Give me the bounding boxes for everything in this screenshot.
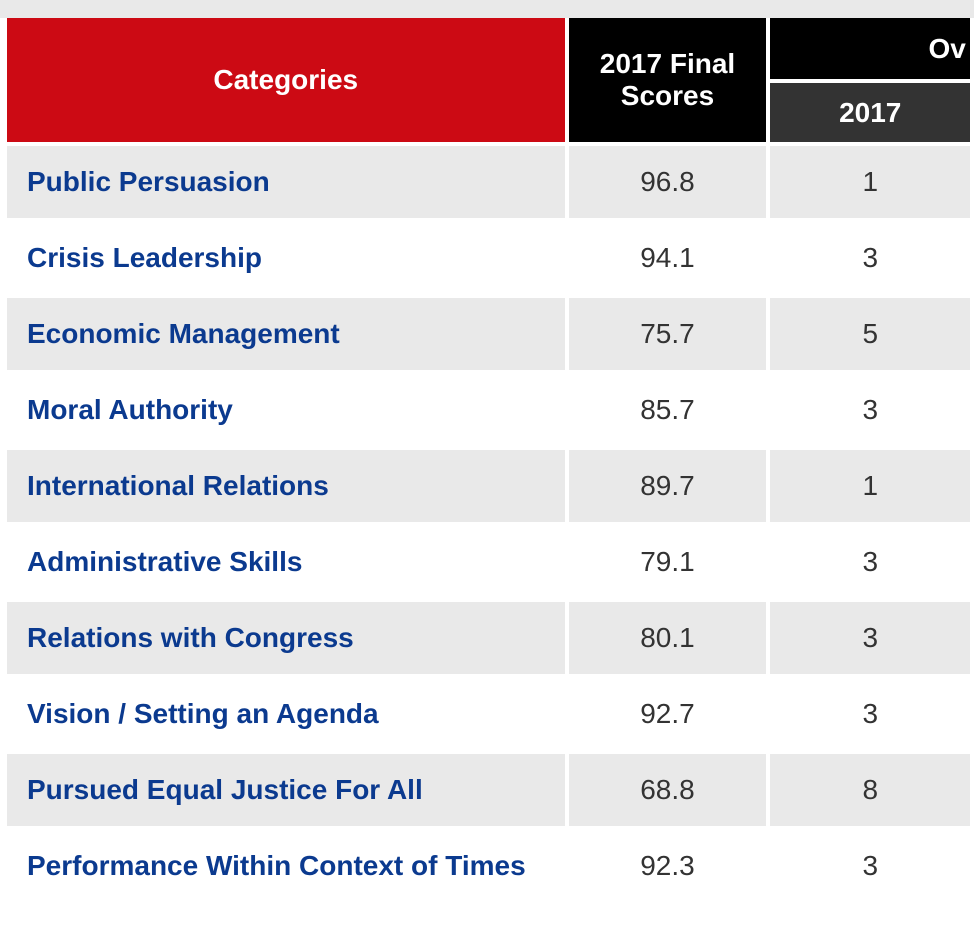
table-row: Administrative Skills 79.1 3 (7, 526, 970, 598)
table-row: Moral Authority 85.7 3 (7, 374, 970, 446)
final-scores-header-line2: Scores (620, 80, 715, 111)
score-cell: 85.7 (568, 374, 767, 446)
rank-cell: 3 (770, 526, 970, 598)
rank-cell: 1 (770, 450, 970, 522)
table-header: Categories 2017 Final Scores Ov 2017 (7, 18, 970, 142)
table-row: International Relations 89.7 1 (7, 450, 970, 522)
category-cell: Public Persuasion (7, 146, 565, 218)
rank-cell: 3 (770, 830, 970, 902)
category-cell: Crisis Leadership (7, 222, 565, 294)
rank-cell: 3 (770, 602, 970, 674)
category-cell: Pursued Equal Justice For All (7, 754, 565, 826)
table-row: Performance Within Context of Times 92.3 3 (7, 830, 970, 902)
table-row: Relations with Congress 80.1 3 (7, 602, 970, 674)
table-row: Crisis Leadership 94.1 3 (7, 222, 970, 294)
category-cell: Vision / Setting an Agenda (7, 678, 565, 750)
score-cell: 80.1 (568, 602, 767, 674)
score-cell: 68.8 (568, 754, 767, 826)
category-cell: Administrative Skills (7, 526, 565, 598)
categories-header: Categories (7, 18, 565, 142)
rank-cell: 5 (770, 298, 970, 370)
table-row: Vision / Setting an Agenda 92.7 3 (7, 678, 970, 750)
score-cell: 89.7 (568, 450, 767, 522)
rank-cell: 3 (770, 222, 970, 294)
scores-table-container: Categories 2017 Final Scores Ov 2017 Pub… (0, 18, 974, 906)
category-cell: International Relations (7, 450, 565, 522)
score-cell: 96.8 (568, 146, 767, 218)
rank-cell: 3 (770, 374, 970, 446)
category-cell: Economic Management (7, 298, 565, 370)
overall-rank-header: Ov (770, 18, 970, 80)
scores-table: Categories 2017 Final Scores Ov 2017 Pub… (3, 18, 974, 906)
rank-cell: 3 (770, 678, 970, 750)
score-cell: 92.7 (568, 678, 767, 750)
table-row: Pursued Equal Justice For All 68.8 8 (7, 754, 970, 826)
final-scores-header-line1: 2017 Final (599, 48, 736, 79)
rank-cell: 1 (770, 146, 970, 218)
table-body: Public Persuasion 96.8 1 Crisis Leadership 9… (7, 146, 970, 902)
top-strip (0, 0, 974, 18)
category-cell: Relations with Congress (7, 602, 565, 674)
category-cell: Performance Within Context of Times (7, 830, 565, 902)
table-row: Public Persuasion 96.8 1 (7, 146, 970, 218)
score-cell: 75.7 (568, 298, 767, 370)
score-cell: 79.1 (568, 526, 767, 598)
category-cell: Moral Authority (7, 374, 565, 446)
year-header: 2017 (770, 83, 970, 142)
table-row: Economic Management 75.7 5 (7, 298, 970, 370)
final-scores-header: 2017 Final Scores (568, 18, 767, 142)
score-cell: 94.1 (568, 222, 767, 294)
rank-cell: 8 (770, 754, 970, 826)
score-cell: 92.3 (568, 830, 767, 902)
